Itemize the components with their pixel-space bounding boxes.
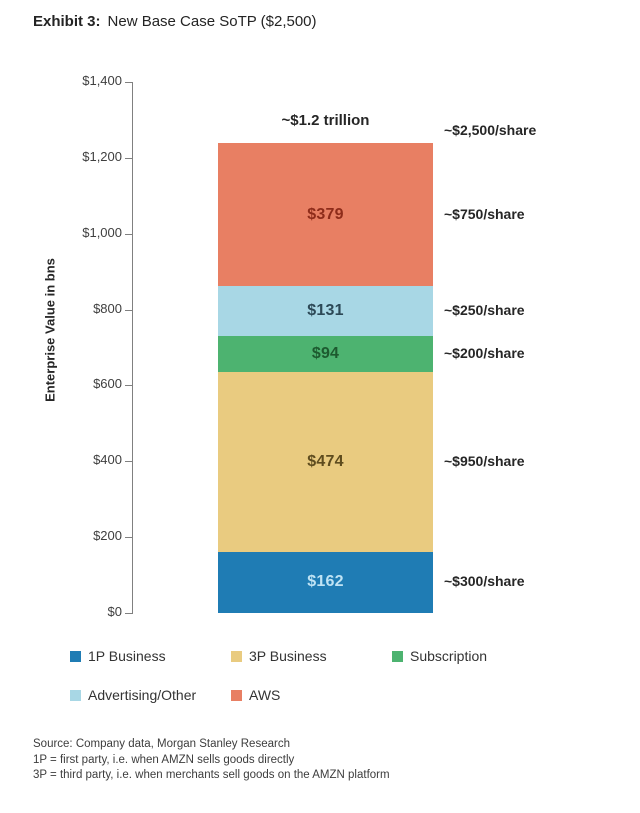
legend-item-advertising-other: Advertising/Other xyxy=(70,687,231,703)
legend-label: 1P Business xyxy=(88,648,166,664)
total-value-label: ~$1.2 trillion xyxy=(281,112,370,129)
y-tick-mark xyxy=(125,537,132,539)
legend-label: Subscription xyxy=(410,648,488,664)
legend-swatch-icon xyxy=(70,689,81,701)
y-axis-line xyxy=(132,82,133,614)
y-tick-label: $1,400 xyxy=(82,73,122,88)
y-tick-mark xyxy=(125,233,132,235)
y-tick-label: $400 xyxy=(93,452,122,468)
share-label-3p-business: ~$950/share xyxy=(444,452,525,469)
legend-swatch-icon xyxy=(231,650,242,662)
y-tick-label: $1,000 xyxy=(82,224,122,240)
legend-row: Advertising/Other AWS xyxy=(70,687,610,703)
bar-segment-3p-business: $474 xyxy=(218,371,433,552)
y-tick-mark xyxy=(125,613,132,614)
y-tick-mark xyxy=(125,461,132,463)
legend-label: 3P Business xyxy=(249,648,327,664)
legend-label: Advertising/Other xyxy=(88,687,197,703)
share-label-aws: ~$750/share xyxy=(444,205,525,222)
segment-value-label: $131 xyxy=(307,302,344,320)
segment-value-label: $162 xyxy=(307,573,344,591)
share-label-1p-business: ~$300/share xyxy=(444,573,525,590)
legend-item-1p-business: 1P Business xyxy=(70,648,231,664)
exhibit-title-text: New Base Case SoTP ($2,500) xyxy=(107,13,317,30)
legend-item-subscription: Subscription xyxy=(392,648,553,664)
legend-label: AWS xyxy=(249,687,281,703)
y-tick-label: $600 xyxy=(93,376,122,392)
y-tick-mark xyxy=(125,309,132,311)
y-tick-mark xyxy=(125,385,132,387)
footnote-1p: 1P = first party, i.e. when AMZN sells g… xyxy=(33,753,295,766)
source-note: Source: Company data, Morgan Stanley Res… xyxy=(33,738,290,750)
footnote-3p: 3P = third party, i.e. when merchants se… xyxy=(33,769,390,781)
bar-segment-1p-business: $162 xyxy=(218,551,433,613)
legend: 1P Business 3P Business Subscription Advert… xyxy=(70,648,610,703)
footnotes: Source: Company data, Morgan Stanley Res… xyxy=(33,737,390,784)
y-tick-label: $200 xyxy=(93,528,122,544)
legend-swatch-icon xyxy=(231,689,242,701)
segment-value-label: $379 xyxy=(307,205,344,223)
bar-segment-advertising-other: $131 xyxy=(218,286,433,337)
legend-item-aws: AWS xyxy=(231,687,392,703)
segment-value-label: $94 xyxy=(311,344,340,362)
stacked-bar: $379 $131 $94 $474 $162 xyxy=(218,142,433,613)
y-tick-label: $800 xyxy=(93,300,122,316)
bar-segment-subscription: $94 xyxy=(218,336,433,372)
y-tick-label: $1,200 xyxy=(82,148,122,164)
legend-swatch-icon xyxy=(392,650,403,662)
total-share-label: ~$2,500/share xyxy=(444,122,537,138)
exhibit-title: Exhibit 3: New Base Case SoTP ($2,500) xyxy=(33,13,317,30)
legend-row: 1P Business 3P Business Subscription xyxy=(70,648,610,664)
share-label-advertising-other: ~$250/share xyxy=(444,302,525,319)
sotp-stacked-bar-chart: Enterprise Value in bns $1,400 $1,200 $1,0… xyxy=(43,73,610,703)
legend-item-3p-business: 3P Business xyxy=(231,648,392,664)
y-tick-label: $0 xyxy=(107,604,122,619)
y-tick-mark xyxy=(125,82,132,83)
y-tick-mark xyxy=(125,157,132,159)
legend-swatch-icon xyxy=(70,650,81,662)
share-label-subscription: ~$200/share xyxy=(444,344,525,361)
bar-segment-aws: $379 xyxy=(218,142,433,287)
exhibit-title-prefix: Exhibit 3: xyxy=(33,13,101,30)
segment-value-label: $474 xyxy=(307,452,344,470)
